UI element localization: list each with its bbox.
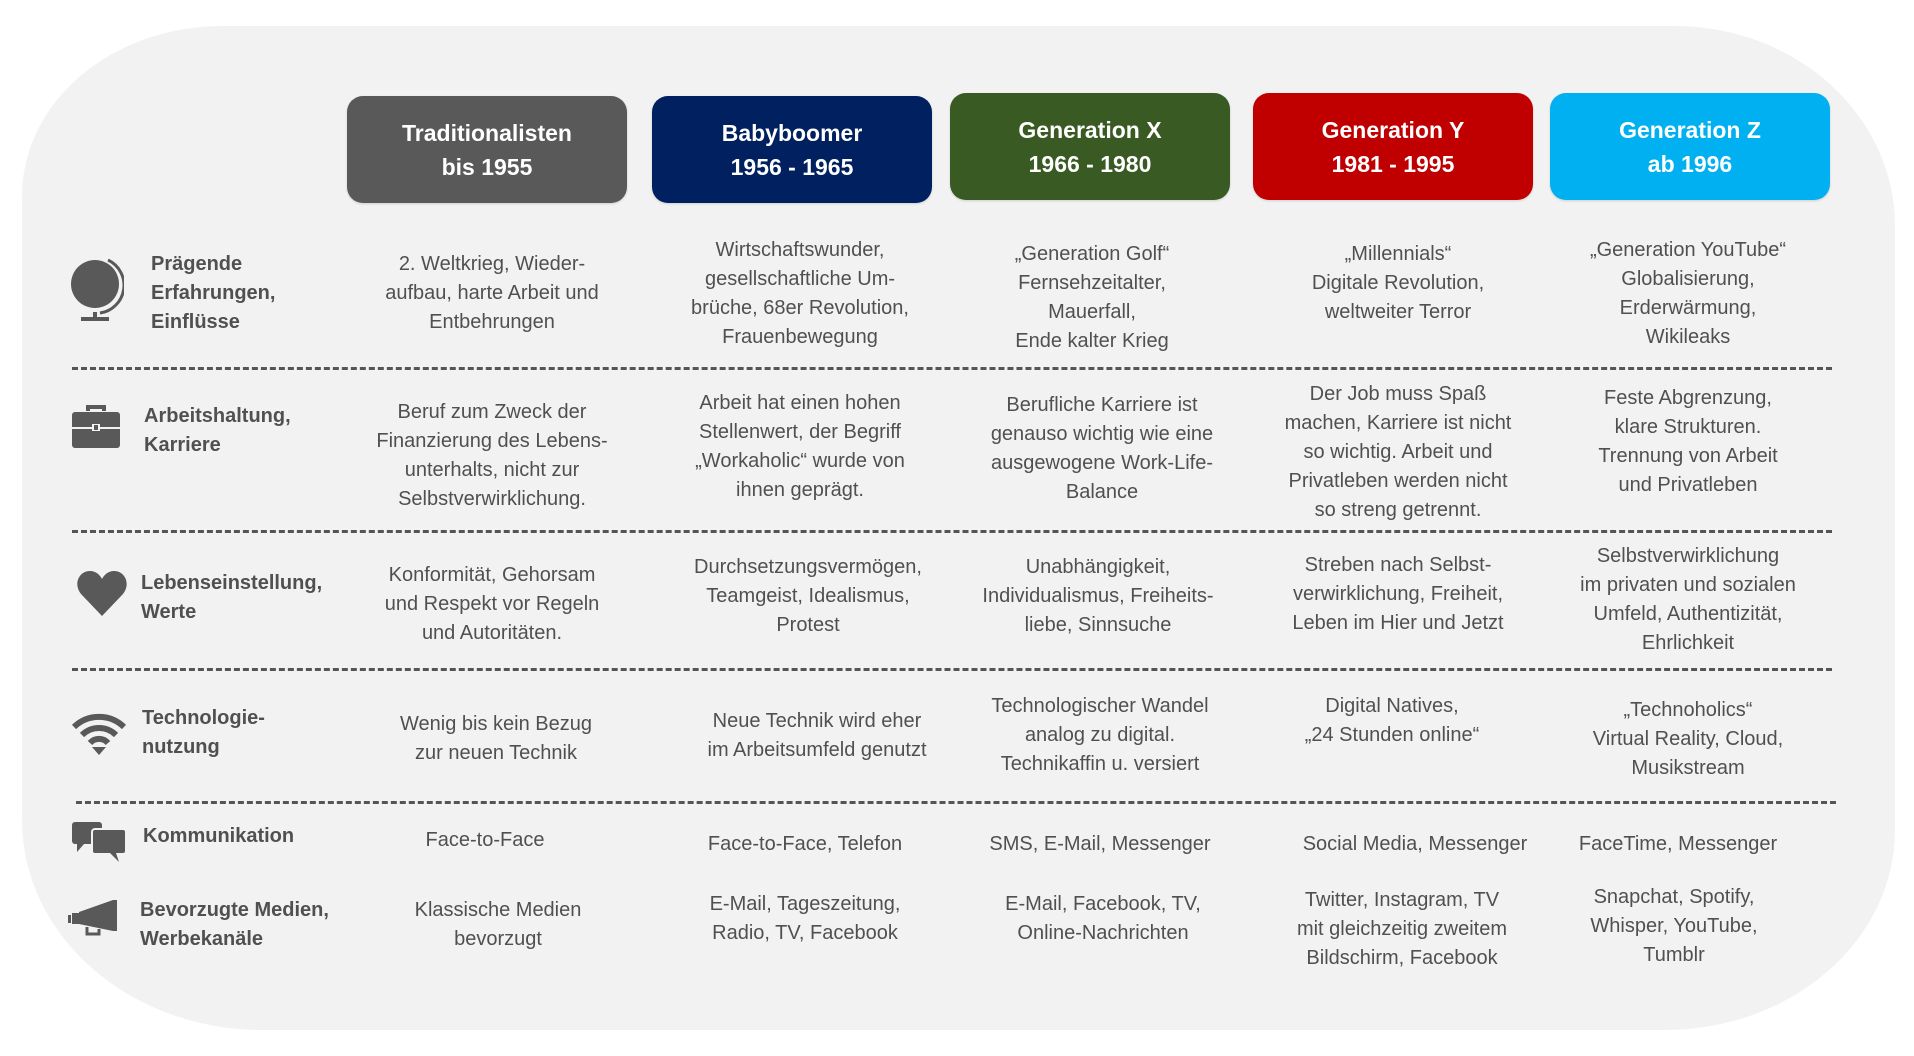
cell-generation-x: E-Mail, Facebook, TV, Online-Nachrichten — [1005, 893, 1201, 944]
cell-traditionalisten: Klassische Medien bevorzugt — [414, 899, 582, 950]
briefcase-icon — [71, 405, 121, 449]
row-divider — [72, 367, 1832, 370]
cell-generation-y: Streben nach Selbst- verwirklichung, Fre… — [1292, 554, 1504, 634]
cell-generation-z: „Generation YouTube“ Globalisierung, Erd… — [1589, 239, 1787, 348]
generation-years: ab 1996 — [1647, 150, 1733, 177]
cell-generation-z: „Technoholics“ Virtual Reality, Cloud, M… — [1592, 699, 1784, 779]
generation-name: Traditionalisten — [402, 119, 572, 146]
cell-generation-y: Social Media, Messenger — [1302, 833, 1528, 855]
cell-generation-z: Feste Abgrenzung, klare Strukturen. Tren… — [1598, 387, 1778, 496]
cell-generation-z: Snapchat, Spotify, Whisper, YouTube, Tum… — [1590, 886, 1758, 966]
row-divider — [76, 801, 1836, 804]
chat-bubbles-icon — [72, 822, 126, 862]
cell-generation-z: Selbstverwirklichung im privaten und soz… — [1580, 545, 1796, 654]
cell-babyboomer: Neue Technik wird eher im Arbeitsumfeld … — [707, 710, 927, 761]
cell-generation-x: SMS, E-Mail, Messenger — [989, 833, 1211, 855]
header-babyboomer: Babyboomer 1956 - 1965 — [652, 96, 932, 203]
heart-icon — [76, 570, 128, 618]
cell-babyboomer: Durchsetzungsvermögen, Teamgeist, Ideali… — [694, 556, 922, 636]
cell-generation-z: FaceTime, Messenger — [1578, 833, 1778, 855]
header-generation-x: Generation X 1966 - 1980 — [950, 93, 1230, 200]
wifi-icon — [72, 713, 126, 755]
cell-generation-x: Technologischer Wandel analog zu digital… — [991, 695, 1209, 775]
cell-generation-y: Digital Natives, „24 Stunden online“ — [1304, 695, 1480, 746]
cell-babyboomer: Arbeit hat einen hohen Stellenwert, der … — [695, 392, 905, 501]
generation-name: Generation X — [1018, 116, 1162, 143]
cell-generation-x: Unabhängigkeit, Individualismus, Freihei… — [982, 556, 1214, 636]
generation-years: 1956 - 1965 — [730, 153, 854, 180]
cell-traditionalisten: 2. Weltkrieg, Wieder- aufbau, harte Arbe… — [385, 253, 599, 333]
cell-generation-x: „Generation Golf“ Fernsehzeitalter, Maue… — [1014, 243, 1170, 352]
generation-name: Generation Y — [1321, 116, 1465, 143]
generation-years: 1966 - 1980 — [1028, 150, 1152, 177]
cell-babyboomer: Wirtschaftswunder, gesellschaftliche Um-… — [691, 239, 909, 348]
generation-years: bis 1955 — [441, 153, 533, 180]
row-label-kommunikation: Kommunikation — [143, 825, 295, 847]
cell-traditionalisten: Konformität, Gehorsam und Respekt vor Re… — [384, 564, 600, 644]
cell-babyboomer: Face-to-Face, Telefon — [707, 833, 903, 855]
row-label-bevorzugte-medien: Bevorzugte Medien, Werbekanäle — [140, 899, 329, 950]
row-label-technologienutzung: Technologie- nutzung — [142, 707, 265, 758]
row-label-arbeitshaltung: Arbeitshaltung, Karriere — [144, 405, 291, 456]
header-traditionalisten: Traditionalisten bis 1955 — [347, 96, 627, 203]
cell-generation-y: Twitter, Instagram, TV mit gleichzeitig … — [1296, 889, 1508, 969]
row-divider — [72, 530, 1832, 533]
megaphone-icon — [65, 900, 121, 942]
header-generation-z: Generation Z ab 1996 — [1550, 93, 1830, 200]
generation-years: 1981 - 1995 — [1331, 150, 1455, 177]
cell-traditionalisten: Wenig bis kein Bezug zur neuen Technik — [400, 713, 592, 764]
cell-traditionalisten: Beruf zum Zweck der Finanzierung des Leb… — [376, 401, 608, 510]
generation-name: Babyboomer — [721, 119, 863, 146]
row-divider — [72, 668, 1832, 671]
header-generation-y: Generation Y 1981 - 1995 — [1253, 93, 1533, 200]
cell-generation-y: „Millennials“ Digitale Revolution, weltw… — [1311, 243, 1485, 323]
globe-icon — [70, 257, 124, 323]
cell-generation-y: Der Job muss Spaß machen, Karriere ist n… — [1284, 383, 1512, 521]
cell-babyboomer: E-Mail, Tageszeitung, Radio, TV, Faceboo… — [709, 893, 901, 944]
cell-generation-x: Berufliche Karriere ist genauso wichtig … — [990, 394, 1214, 503]
cell-traditionalisten: Face-to-Face — [425, 829, 545, 851]
row-label-praegende-erfahrungen: Prägende Erfahrungen, Einflüsse — [151, 253, 276, 333]
generation-name: Generation Z — [1619, 116, 1761, 143]
row-label-lebenseinstellung: Lebenseinstellung, Werte — [141, 572, 323, 623]
